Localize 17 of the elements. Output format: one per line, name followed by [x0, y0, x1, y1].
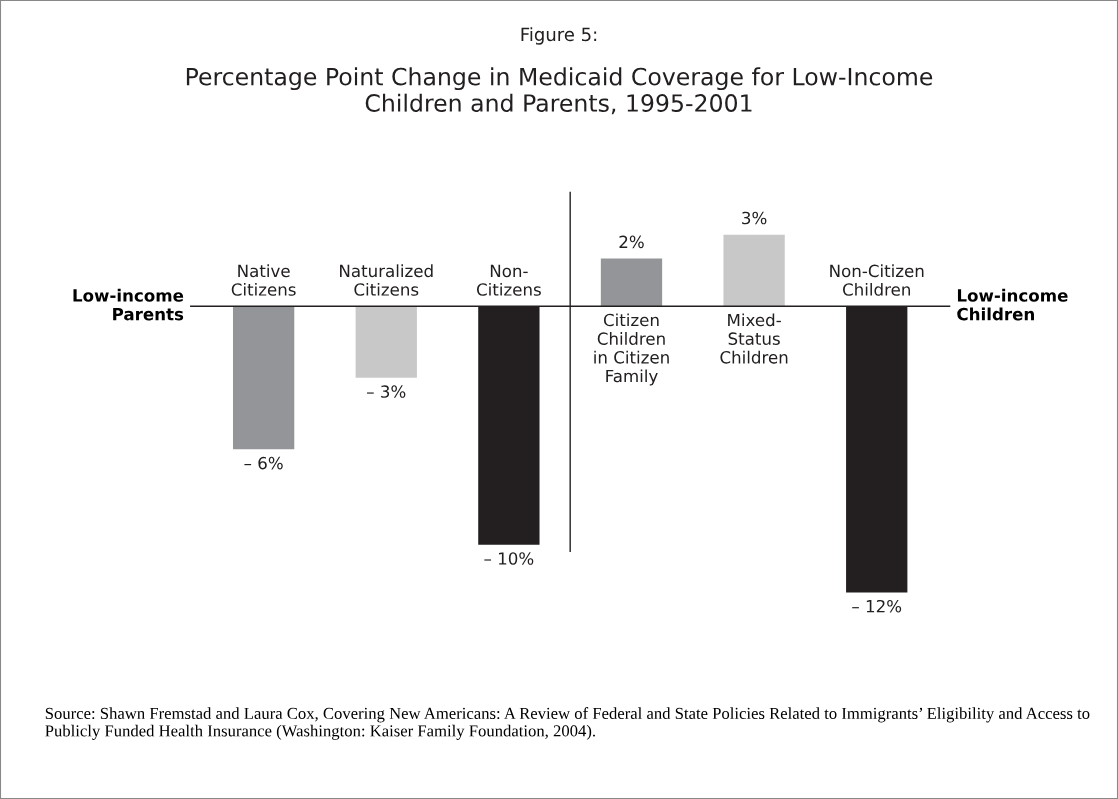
text: Low-income Parents [73, 288, 184, 321]
data-label: – 10% [484, 552, 534, 565]
x-tick-label: Mixed- Status Children [720, 313, 788, 364]
chart-title: Figure 5: [521, 27, 597, 45]
source-note: Source: Shawn Fremstad and Laura Cox, Covering New Americans: A Review of Federal and State Policies Related to Immigrants’ Eligibility and Access to Publicly Funded Health Insurance (Washington: Kaiser Family Foundation, 2004). [45, 707, 1090, 740]
x-tick-label: Naturalized Citizens [340, 264, 433, 296]
data-label: – 6% [244, 456, 283, 470]
chart-subtitle: Percentage Point Change in Medicaid Coverage for Low-Income Children and Parents, 1995-2001 [186, 67, 933, 115]
data-label: – 12% [852, 599, 902, 613]
x-tick-label: Non- Citizens [476, 264, 541, 296]
x-tick-label: Citizen Children in Citizen Family [594, 313, 669, 386]
text: Low-income Children [957, 288, 1068, 321]
data-label: – 3% [367, 385, 406, 398]
x-tick-label: Non-Citizen Children [830, 264, 924, 296]
data-label: 2% [619, 235, 644, 249]
data-label: 3% [742, 211, 767, 225]
x-tick-label: Native Citizens [231, 264, 296, 296]
